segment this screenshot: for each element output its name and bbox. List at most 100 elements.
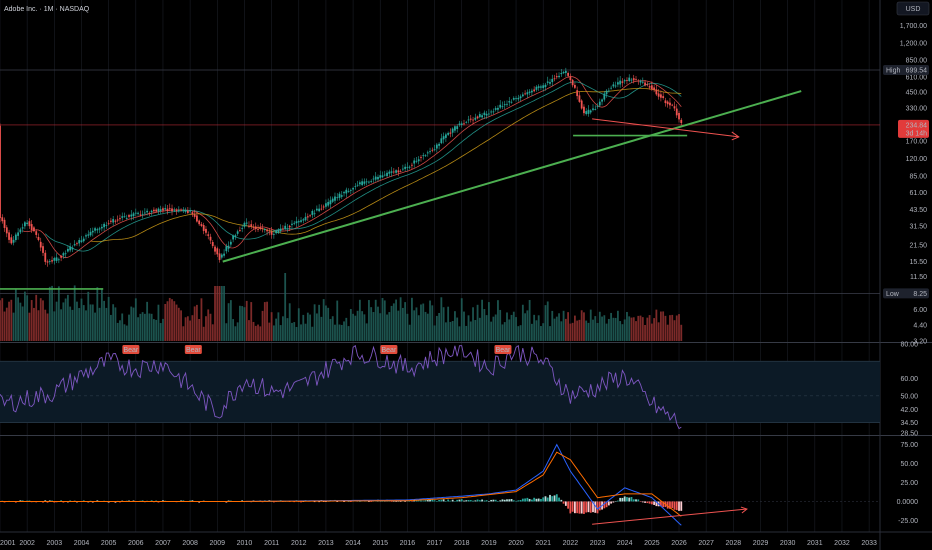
candle-body <box>162 208 164 211</box>
candle-body <box>639 80 642 83</box>
candle-body <box>48 261 51 262</box>
macd-histogram-bar <box>21 500 24 502</box>
volume-bar <box>175 304 178 341</box>
volume-bar <box>293 322 296 341</box>
bear-label-badge[interactable] <box>494 345 512 354</box>
macd-histogram-bar <box>467 499 470 502</box>
candle-body <box>644 82 646 86</box>
bear-label-badge[interactable] <box>380 345 398 354</box>
candle-body <box>454 126 456 131</box>
time-tick-label: 2018 <box>454 540 470 547</box>
macd-histogram-bar <box>438 500 440 502</box>
candle-body <box>422 155 425 157</box>
macd-histogram-bar <box>680 501 683 511</box>
candle-body <box>578 95 581 102</box>
candle-body <box>248 225 250 227</box>
volume-bar <box>243 307 246 341</box>
volume-bar <box>114 307 117 341</box>
candle-body <box>377 176 379 180</box>
time-tick-label: 2011 <box>264 540 279 547</box>
volume-bar <box>472 307 474 341</box>
macd-pane[interactable] <box>0 443 880 526</box>
candle-body <box>544 84 547 87</box>
volume-bar <box>451 320 454 341</box>
candle-body <box>110 220 112 222</box>
macd-histogram-bar <box>526 497 529 502</box>
volume-bar <box>329 318 332 341</box>
candle-body <box>429 151 431 153</box>
candle-body <box>537 86 540 88</box>
volume-bar <box>128 314 130 341</box>
candle-body <box>524 93 527 95</box>
macd-histogram-bar <box>635 499 637 502</box>
candle-body <box>320 208 323 210</box>
rsi-tick-label: 80.00 <box>900 342 918 349</box>
volume-bar <box>680 324 683 341</box>
macd-divergence-line[interactable] <box>592 508 747 525</box>
low-badge-value: 8.25 <box>913 291 927 298</box>
volume-bar <box>589 309 592 341</box>
macd-histogram-bar <box>483 500 486 502</box>
volume-bar <box>343 321 345 341</box>
bear-label-badge[interactable] <box>184 345 202 354</box>
candle-body <box>406 166 409 168</box>
volume-bar <box>569 323 572 341</box>
signal-line[interactable] <box>0 451 682 517</box>
macd-histogram-bar <box>460 499 463 502</box>
candle-body <box>207 234 210 236</box>
volume-bar <box>254 325 257 341</box>
macd-histogram-bar <box>19 500 22 502</box>
candle-body <box>166 208 169 212</box>
currency-label[interactable]: USD <box>896 1 930 16</box>
macd-histogram-bar <box>528 498 531 502</box>
time-tick-label: 2033 <box>861 540 877 547</box>
volume-bar <box>458 326 461 341</box>
macd-histogram-bar <box>463 500 465 502</box>
last-price-badge[interactable] <box>898 119 929 138</box>
candle-body <box>21 227 24 229</box>
volume-bar <box>202 326 205 341</box>
candle-body <box>485 113 488 116</box>
down-arrow-line[interactable] <box>592 118 739 138</box>
uptrend-line[interactable] <box>222 90 802 263</box>
candle-body <box>252 226 255 228</box>
volume-bar <box>610 312 613 341</box>
macd-histogram-bar <box>503 499 506 502</box>
price-tick-label: 1,700.00 <box>900 23 927 30</box>
candle-body <box>603 93 606 100</box>
rsi-line[interactable] <box>0 344 682 430</box>
volume-bar <box>282 316 284 341</box>
macd-histogram-bar <box>497 501 499 502</box>
macd-histogram-bar <box>478 500 481 502</box>
bear-label-badge[interactable] <box>122 345 140 354</box>
price-pane[interactable] <box>0 67 880 341</box>
candle-body <box>55 257 58 261</box>
volume-bar <box>646 317 649 341</box>
volume-bar <box>67 294 69 341</box>
candle-body <box>239 230 241 231</box>
candle-body <box>420 157 422 158</box>
time-tick-label: 2014 <box>345 540 361 547</box>
candle-body <box>202 225 205 231</box>
candle-body <box>401 168 404 170</box>
candle-body <box>250 224 253 227</box>
candle-body <box>506 103 508 105</box>
time-tick-label: 2031 <box>807 540 823 547</box>
time-tick-label: 2007 <box>155 540 171 547</box>
volume-bar <box>309 314 311 341</box>
rsi-pane[interactable]: Bear Bear Bear Bear <box>0 344 880 430</box>
candle-body <box>404 166 407 169</box>
candle-body <box>648 86 651 88</box>
volume-bar <box>30 300 33 341</box>
candle-body <box>478 114 481 118</box>
candle-body <box>10 237 13 244</box>
macd-histogram-bar <box>598 501 601 511</box>
candle-body <box>517 97 520 100</box>
volume-bar <box>397 310 400 341</box>
macd-histogram-bar <box>426 499 429 502</box>
volume-bar <box>653 318 656 341</box>
candle-body <box>386 172 388 177</box>
candle-body <box>467 119 470 121</box>
candle-body <box>91 230 94 233</box>
